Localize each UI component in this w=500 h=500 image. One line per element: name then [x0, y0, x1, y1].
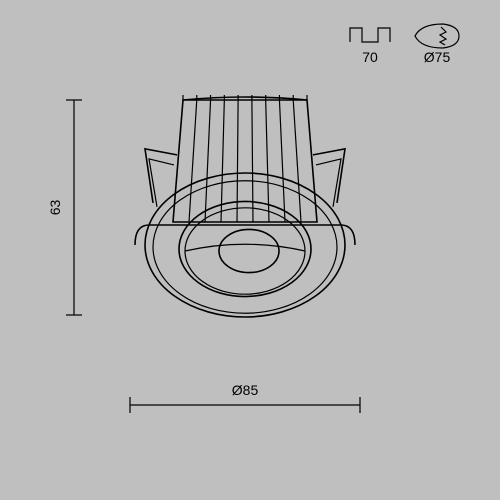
cutout-label: 70: [362, 49, 378, 65]
hole-saw-label: Ø75: [424, 49, 451, 65]
dimension-height-label: 63: [47, 200, 63, 216]
dimension-width-label: Ø85: [232, 382, 259, 398]
technical-drawing: 70 Ø75 63 Ø85: [0, 0, 500, 500]
background: [0, 0, 500, 500]
